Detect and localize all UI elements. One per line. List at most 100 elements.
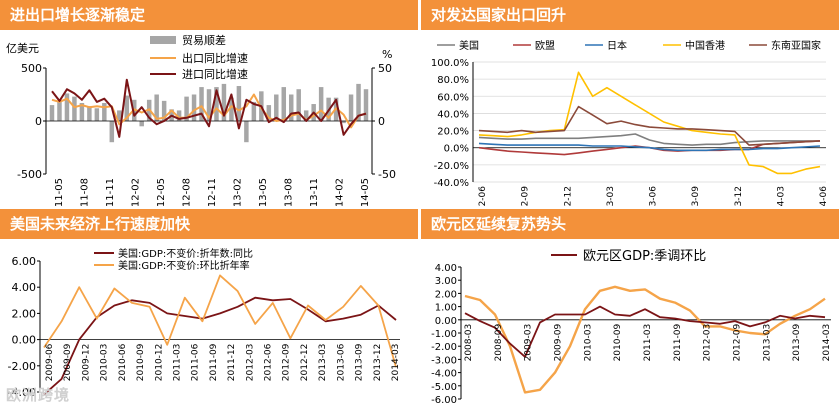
x-tick-label: 2013-06 <box>649 186 659 206</box>
trade-surplus-bar <box>274 94 279 121</box>
x-tick-label: 2009-03 <box>524 324 534 362</box>
left-tick-label: -500 <box>17 168 42 181</box>
trade-surplus-bar <box>341 121 346 124</box>
panel-trade-growth: 进出口增长逐渐稳定 亿美元% 500 0 -500 50 0 -50 2011-05 2011-… <box>0 0 418 206</box>
x-tick-label: 2010-12 <box>154 344 164 382</box>
trade-surplus-bar <box>251 101 257 121</box>
legend-label: 东南亚国家 <box>771 39 821 52</box>
trade-surplus-bar <box>176 110 182 121</box>
x-tick-label: 2011-03 <box>172 344 182 382</box>
left-tick-label: 0 <box>35 115 42 128</box>
trade-surplus-bar <box>356 83 361 121</box>
x-tick-label: 2012-12 <box>563 186 573 206</box>
y-tick-label: 80.0% <box>437 75 469 86</box>
legend-label: 美国:GDP:不变价:折年数:同比 <box>118 247 253 260</box>
panel-title: 美国未来经济上行速度加快 <box>0 209 418 239</box>
x-tick-label: 2011-08 <box>80 178 91 206</box>
x-tick-label: 2010-09 <box>136 343 146 381</box>
x-tick-label: 2011-12 <box>227 344 237 382</box>
legend-label: 美国 <box>459 39 479 52</box>
trade-surplus-bar <box>102 102 107 121</box>
trade-surplus-bar <box>221 83 227 121</box>
trade-surplus-bar <box>79 102 85 121</box>
x-tick-label: 2013-09 <box>792 324 802 362</box>
y-tick-label: 40.0% <box>437 109 469 120</box>
right-tick-label: -50 <box>378 168 396 181</box>
x-tick-label: 2013-02 <box>233 178 244 206</box>
x-tick-label: 2013-03 <box>762 324 772 362</box>
y-tick-label: -2.00 <box>431 342 457 353</box>
x-tick-label: 2010-03 <box>583 324 593 362</box>
trade-surplus-bar <box>244 121 249 143</box>
panel-title: 欧元区延续复苏势头 <box>421 209 839 239</box>
series-line <box>43 296 397 396</box>
x-tick-label: 2013-03 <box>606 186 616 206</box>
x-tick-label: 2014-03 <box>776 186 786 206</box>
x-tick-label: 2008-03 <box>464 324 474 362</box>
trade-surplus-bar <box>94 108 100 121</box>
trade-surplus-bar <box>154 94 159 121</box>
qoq-line <box>464 305 826 358</box>
x-tick-label: 2013-12 <box>734 186 744 206</box>
x-tick-label: 2011-06 <box>191 343 201 381</box>
y-tick-label: -20.0% <box>434 161 469 172</box>
trade-surplus-bar <box>281 87 287 121</box>
panel-title: 对发达国家出口回升 <box>421 0 839 30</box>
x-tick-label: 2011-03 <box>643 324 653 362</box>
x-tick-label: 2014-05 <box>360 178 371 206</box>
trade-surplus-bar <box>109 121 115 143</box>
x-tick-label: 2012-05 <box>156 178 167 206</box>
x-tick-label: 2013-09 <box>355 343 365 381</box>
x-tick-label: 2012-02 <box>131 178 142 206</box>
x-tick-label: 2009-06 <box>45 343 55 381</box>
y-tick-label: -40.0% <box>434 178 469 189</box>
x-tick-label: 2012-09 <box>282 343 292 381</box>
trade-surplus-bar <box>236 86 242 121</box>
x-tick-label: 2014-03 <box>391 344 401 382</box>
import-growth-line <box>51 78 367 138</box>
legend-swatch-surplus <box>150 36 176 44</box>
y-tick-label: -3.00 <box>431 355 457 366</box>
y-tick-label: -4.00 <box>431 369 457 380</box>
trade-surplus-bar <box>318 87 324 121</box>
series-line <box>478 142 821 152</box>
series-line <box>43 274 397 368</box>
trade-surplus-bar <box>139 121 144 127</box>
trade-surplus-bar <box>199 87 204 121</box>
x-tick-label: 2010-06 <box>118 343 128 381</box>
chart-eurozone-gdp: 欧元区GDP:季调环比 4.00 3.00 2.00 1.00 0.00 -1.00 -2.0… <box>431 249 832 406</box>
panel-us-economy: 美国未来经济上行速度加快 美国:GDP:不变价:折年数:同比 美国:GDP:不变价… <box>0 209 418 412</box>
trade-surplus-bar <box>124 95 130 121</box>
right-tick-label: 50 <box>378 62 392 75</box>
y-tick-label: 0.00 <box>435 316 457 327</box>
right-tick-label: 0 <box>378 115 385 128</box>
x-tick-label: 2012-03 <box>245 344 255 382</box>
y-tick-label: 0.00 <box>12 334 37 347</box>
x-tick-label: 2012-06 <box>264 343 274 381</box>
y-tick-label: 0.0% <box>444 144 469 155</box>
y-tick-label: 2.00 <box>12 307 37 320</box>
y-tick-label: 1.00 <box>435 303 457 314</box>
x-tick-label: 2013-05 <box>258 178 269 206</box>
trade-surplus-bar <box>161 100 167 121</box>
y-tick-label: -1.00 <box>431 329 457 340</box>
x-tick-label: 2009-09 <box>63 343 73 381</box>
y-tick-label: 4.00 <box>12 281 37 294</box>
chart-exports-developed: 美国 欧盟 日本 中国香港 东南亚国家 100.0% 80.0% 60.0% 40.0% 20.0… <box>431 39 829 206</box>
left-tick-label: 500 <box>21 62 42 75</box>
panel-exports-developed: 对发达国家出口回升 美国 欧盟 日本 中国香港 东南亚国家 100.0% 80.0% 60.0… <box>421 0 839 206</box>
series-line <box>478 133 820 146</box>
x-tick-label: 2011-09 <box>209 343 219 381</box>
y-tick-label: 2.00 <box>435 289 457 300</box>
y-tick-label: -2.00 <box>8 360 36 373</box>
y-tick-label: 20.0% <box>437 127 469 138</box>
x-tick-label: 2013-03 <box>318 344 328 382</box>
legend-label: 欧元区GDP:季调环比 <box>583 249 706 264</box>
x-tick-label: 2013-06 <box>336 343 346 381</box>
series-line <box>478 71 821 175</box>
x-tick-label: 2012-12 <box>300 344 310 382</box>
y-tick-label: 100.0% <box>431 58 469 69</box>
legend-label: 中国香港 <box>685 39 725 52</box>
x-tick-label: 2013-12 <box>373 344 383 382</box>
